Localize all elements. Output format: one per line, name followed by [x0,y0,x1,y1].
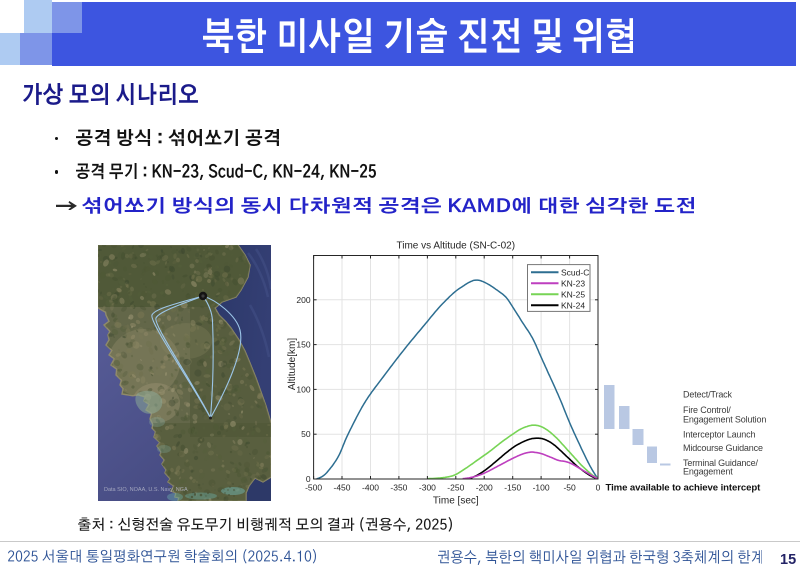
svg-text:-150: -150 [504,483,521,493]
svg-text:Fire Control/: Fire Control/ [683,405,731,415]
svg-text:100: 100 [296,384,310,394]
svg-text:-200: -200 [476,483,493,493]
svg-text:Interceptor Launch: Interceptor Launch [683,429,755,439]
svg-text:200: 200 [296,295,310,305]
svg-text:0: 0 [306,474,311,484]
svg-text:Time vs Altitude (SN-C-02): Time vs Altitude (SN-C-02) [397,241,516,252]
svg-text:-250: -250 [447,483,464,493]
svg-text:Time [sec]: Time [sec] [433,496,479,507]
svg-text:-450: -450 [333,483,350,493]
svg-text:Detect/Track: Detect/Track [683,390,733,400]
svg-text:-100: -100 [533,483,550,493]
svg-text:-300: -300 [419,483,436,493]
svg-text:Engagement: Engagement [683,467,733,477]
svg-text:Altitude[km]: Altitude[km] [287,338,298,390]
svg-text:Terminal Guidance/: Terminal Guidance/ [683,458,758,468]
svg-text:Data SIO, NOAA, U.S. Navy, NGA: Data SIO, NOAA, U.S. Navy, NGA [104,487,188,493]
svg-text:KN-23: KN-23 [561,278,585,288]
svg-text:-500: -500 [305,483,322,493]
svg-text:Engagement Solution: Engagement Solution [683,415,766,425]
svg-text:150: 150 [296,340,310,350]
svg-text:Scud-C: Scud-C [561,267,589,277]
svg-text:50: 50 [301,429,311,439]
svg-text:-400: -400 [362,483,379,493]
svg-text:-350: -350 [390,483,407,493]
svg-text:-50: -50 [563,483,576,493]
svg-text:Midcourse Guidance: Midcourse Guidance [683,443,763,453]
svg-text:KN-24: KN-24 [561,300,585,310]
svg-text:KN-25: KN-25 [561,289,585,299]
svg-text:Time available to achieve inte: Time available to achieve intercept [606,482,762,493]
svg-text:0: 0 [596,483,601,493]
